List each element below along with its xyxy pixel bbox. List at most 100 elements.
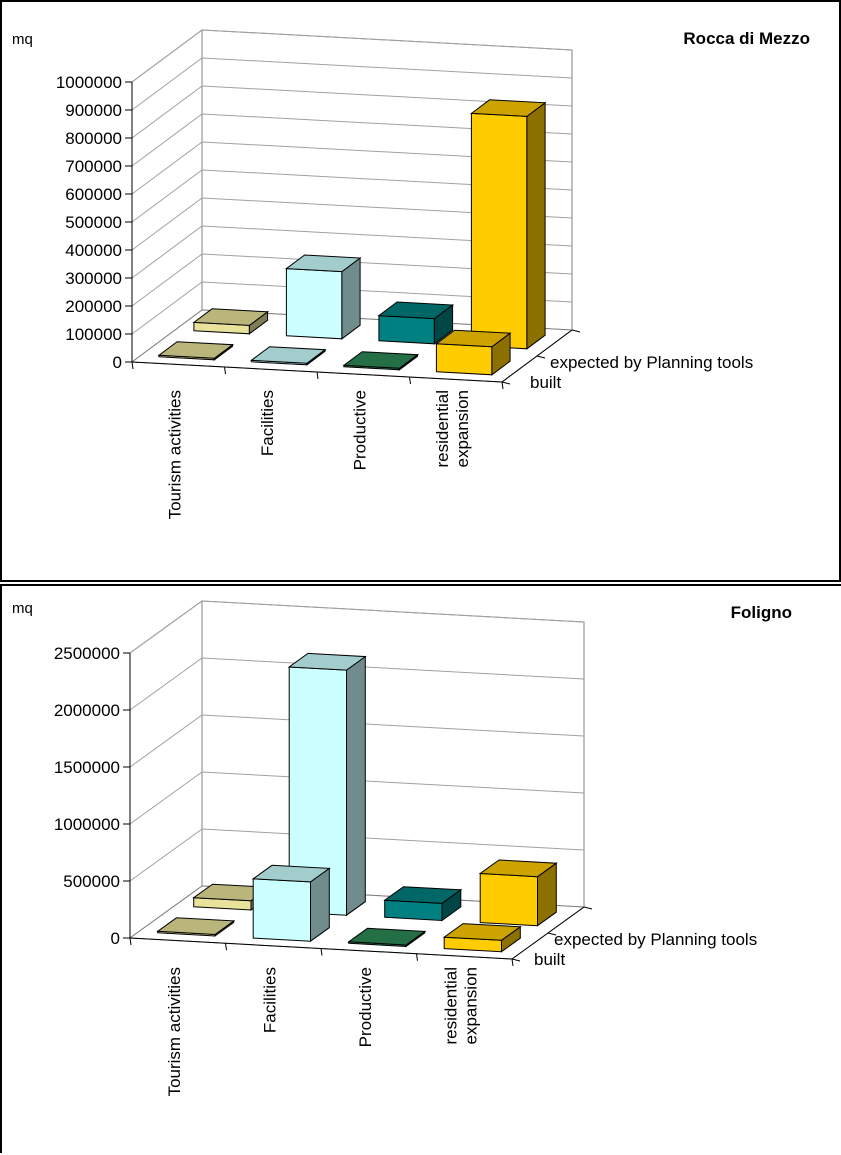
chart-foligno: 0 500000 1000000 1500000 2000000 2500000 Touri… (12, 600, 792, 1096)
gridline (131, 113, 573, 167)
bar-expected-by-planning-tools-productive (377, 301, 455, 345)
chart-title: Foligno (731, 603, 792, 622)
y-tick-label: 600000 (65, 185, 122, 204)
bar-built-tourism-activities (156, 917, 236, 937)
depth-tick-mark (583, 906, 593, 910)
bar-expected-by-planning-tools-productive (383, 886, 463, 922)
bar-built-facilities (251, 864, 331, 943)
x-tick-mark (416, 953, 418, 961)
x-tick-mark (320, 948, 323, 956)
bar-expected-by-planning-tools-residential-expansion (478, 859, 558, 927)
x-tick-mark (409, 376, 411, 385)
bar-front-face (435, 343, 493, 376)
bar-top-face (192, 308, 270, 326)
y-tick-label: 500000 (65, 213, 122, 232)
bar-top-face (156, 917, 236, 936)
bar-top-face (469, 99, 547, 117)
y-tick-label: 200000 (65, 297, 122, 316)
depth-tick-mark (511, 958, 521, 962)
series-label-built: built (534, 950, 565, 969)
y-tick-label: 100000 (65, 325, 122, 344)
category-label: residentialexpansion (433, 390, 472, 468)
gridline (129, 828, 585, 882)
x-tick-mark (225, 943, 227, 951)
y-tick-label: 1000000 (54, 815, 120, 834)
y-tick-label: 700000 (65, 157, 122, 176)
bar-top-face (383, 886, 463, 904)
bar-expected-by-planning-tools-facilities (284, 254, 362, 340)
bar-built-productive (347, 927, 427, 948)
bar-top-face (284, 254, 362, 273)
y-tick-label: 1000000 (56, 73, 122, 92)
y-axis-unit: mq (12, 600, 33, 617)
bar-front-face (470, 112, 528, 350)
bar-front-face (285, 268, 343, 340)
x-tick-mark (511, 958, 514, 967)
y-tick-label: 800000 (65, 129, 122, 148)
category-label: Tourism activities (165, 967, 184, 1096)
gridline (131, 57, 573, 111)
bar-front-face (252, 878, 311, 942)
bar-built-residential-expansion (442, 923, 522, 953)
bar-expected-by-planning-tools-facilities (287, 652, 367, 917)
chart-panel-rocca-di-mezzo: 0 100000 200000 300000 400000 500000 600000 700… (0, 0, 841, 582)
bar-top-face (434, 329, 512, 348)
x-tick-mark (131, 361, 134, 370)
bar-top-face (442, 923, 522, 941)
category-label: Productive (356, 967, 375, 1047)
gridline (131, 281, 573, 335)
bar-expected-by-planning-tools-tourism-activities (192, 308, 270, 335)
gridline (131, 29, 573, 83)
y-tick-label: 2500000 (54, 644, 120, 663)
bar-expected-by-planning-tools-residential-expansion (469, 99, 547, 350)
category-label: Facilities (260, 967, 279, 1033)
depth-tick-mark (571, 329, 581, 333)
bar-top-face (347, 927, 427, 946)
gridline (129, 771, 585, 825)
category-label: residentialexpansion (441, 967, 480, 1045)
chart-panel-foligno: 0 500000 1000000 1500000 2000000 2500000 Touri… (0, 584, 841, 1153)
category-label: Productive (350, 390, 369, 470)
bar-top-face (377, 301, 455, 320)
series-label-expected: expected by Planning tools (554, 930, 757, 949)
depth-tick-mark (536, 355, 546, 359)
chart-title: Rocca di Mezzo (683, 29, 810, 48)
x-tick-mark (129, 937, 132, 946)
category-label: Facilities (258, 390, 277, 456)
y-tick-label: 0 (113, 353, 122, 372)
bar-side-face (346, 655, 366, 917)
y-tick-label: 900000 (65, 101, 122, 120)
depth-tick-mark (547, 932, 557, 936)
gridline (129, 714, 585, 768)
bar-top-face (287, 652, 367, 671)
bar-built-residential-expansion (434, 329, 512, 376)
bar-side-face (526, 101, 546, 350)
gridline (131, 141, 573, 195)
gridline (131, 197, 573, 251)
y-tick-label: 300000 (65, 269, 122, 288)
gridline (131, 253, 573, 307)
bar-top-face (478, 859, 558, 878)
depth-tick-mark (501, 381, 511, 385)
y-tick-label: 1500000 (54, 758, 120, 777)
y-tick-label: 400000 (65, 241, 122, 260)
series-label-expected: expected by Planning tools (550, 353, 753, 372)
bar-top-face (249, 346, 327, 364)
gridline (131, 85, 573, 139)
x-tick-mark (224, 366, 226, 375)
y-axis-unit: mq (12, 31, 33, 48)
bar-front-face (378, 315, 435, 345)
gridline (129, 657, 585, 711)
side-wall (129, 600, 203, 939)
bar-built-tourism-activities (157, 341, 235, 361)
gridline (129, 600, 585, 654)
y-tick-label: 500000 (63, 872, 120, 891)
series-label-built: built (530, 373, 561, 392)
bar-top-face (342, 351, 420, 369)
chart-rocca-di-mezzo: 0 100000 200000 300000 400000 500000 600000 700… (12, 29, 810, 519)
bar-built-productive (342, 351, 420, 371)
category-label: Tourism activities (165, 390, 184, 519)
y-tick-label: 2000000 (54, 701, 120, 720)
bar-built-facilities (249, 346, 327, 366)
bar-top-face (157, 341, 235, 359)
